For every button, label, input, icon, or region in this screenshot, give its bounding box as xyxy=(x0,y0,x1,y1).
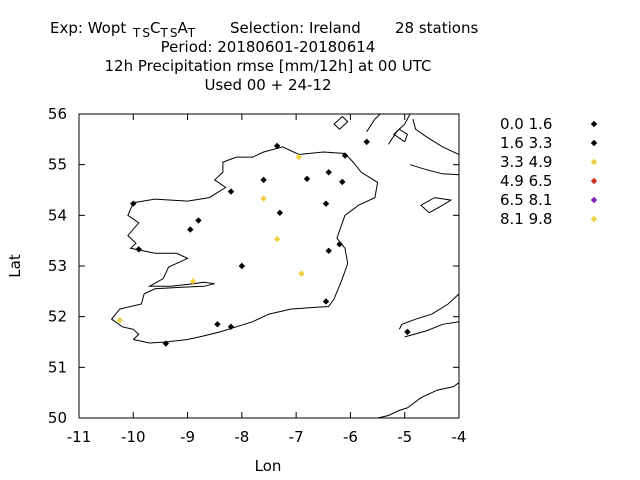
y-tick-label: 52 xyxy=(48,308,67,326)
title-exp-subscript: S xyxy=(170,26,178,40)
x-tick-label: -7 xyxy=(289,428,304,446)
x-axis-label: Lon xyxy=(255,457,282,475)
legend-label: 0.0 1.6 xyxy=(500,115,552,133)
title-exp-letter: C xyxy=(150,19,160,37)
title-experiment: Exp: Wopt T SCT SAT xyxy=(50,19,196,40)
station-point xyxy=(273,142,281,150)
station-point xyxy=(260,176,267,184)
title-parameter: 12h Precipitation rmse [mm/12h] at 00 UT… xyxy=(105,57,432,75)
coastline-3 xyxy=(404,321,459,338)
coastline-0 xyxy=(110,146,379,344)
coastline-5 xyxy=(387,114,411,145)
coastline-2 xyxy=(377,407,408,418)
x-tick-label: -6 xyxy=(343,428,358,446)
station-point xyxy=(189,278,197,285)
station-point xyxy=(322,200,330,207)
coastline-4 xyxy=(398,293,459,330)
title-selection: Selection: Ireland xyxy=(230,19,361,37)
legend-label: 1.6 3.3 xyxy=(500,134,552,152)
station-point xyxy=(325,247,332,254)
title-exp-subscript: T xyxy=(132,26,141,40)
coastline-6 xyxy=(366,114,381,132)
coastline-7 xyxy=(409,164,459,176)
legend-marker xyxy=(590,196,598,204)
legend-marker xyxy=(590,139,598,147)
y-tick-label: 50 xyxy=(48,409,67,427)
x-tick-label: -9 xyxy=(180,428,195,446)
station-point xyxy=(162,340,170,347)
coastline-11 xyxy=(393,128,409,143)
station-point xyxy=(227,323,235,330)
station-point xyxy=(404,328,411,336)
station-point xyxy=(336,241,343,248)
station-point xyxy=(227,188,235,195)
station-point xyxy=(214,321,221,328)
title-exp-subscript: S xyxy=(142,26,150,40)
x-tick-label: -10 xyxy=(121,428,146,446)
station-point xyxy=(298,270,305,277)
station-point xyxy=(303,175,311,183)
plot-frame xyxy=(78,113,460,419)
station-point xyxy=(363,138,370,146)
station-point xyxy=(325,169,332,176)
station-point xyxy=(116,317,123,324)
coastline-1 xyxy=(407,382,459,409)
title-period: Period: 20180601-20180614 xyxy=(161,38,376,56)
station-point xyxy=(276,209,284,216)
y-tick-label: 55 xyxy=(48,156,67,174)
legend-label: 6.5 8.1 xyxy=(500,191,552,209)
station-point xyxy=(135,246,142,253)
x-tick-label: -4 xyxy=(452,428,467,446)
y-tick-label: 53 xyxy=(48,257,67,275)
x-tick-label: -8 xyxy=(234,428,249,446)
legend-label: 4.9 6.5 xyxy=(500,172,552,190)
coastline-9 xyxy=(420,197,453,214)
title-exp-letter: A xyxy=(177,19,188,37)
legend-marker xyxy=(590,215,598,223)
legend: 0.0 1.61.6 3.33.3 4.94.9 6.56.5 8.18.1 9… xyxy=(500,115,598,228)
x-tick-label: -11 xyxy=(67,428,92,446)
station-point xyxy=(260,195,267,202)
coastlines xyxy=(110,114,459,418)
legend-marker xyxy=(590,177,598,185)
legend-label: 3.3 4.9 xyxy=(500,153,552,171)
station-point xyxy=(195,217,202,224)
plot-area: -11 -10 -9 -8 -7 -6 -5 -4 50 51 52 53 54 55 56 xyxy=(48,105,467,446)
station-point xyxy=(130,200,137,207)
coastline-10 xyxy=(333,115,349,130)
station-points xyxy=(116,138,411,347)
y-axis-label: Lat xyxy=(6,254,24,278)
y-tick-label: 56 xyxy=(48,105,67,123)
station-point xyxy=(238,262,246,270)
legend-marker xyxy=(590,158,598,166)
title-exp-subscript: T xyxy=(159,26,168,40)
legend-label: 8.1 9.8 xyxy=(500,210,552,228)
station-point xyxy=(273,235,281,243)
station-point xyxy=(341,152,349,159)
y-tick-label: 51 xyxy=(48,358,67,376)
station-point xyxy=(339,178,346,186)
x-tick-label: -5 xyxy=(397,428,412,446)
y-tick-label: 54 xyxy=(48,206,67,224)
coastline-8 xyxy=(412,118,459,155)
legend-marker xyxy=(590,120,598,128)
station-point xyxy=(295,153,303,161)
station-point xyxy=(187,226,194,233)
title-used: Used 00 + 24-12 xyxy=(204,76,331,94)
station-point xyxy=(322,298,330,305)
title-exp-subscript: T xyxy=(187,26,196,40)
title-stations: 28 stations xyxy=(395,19,478,37)
